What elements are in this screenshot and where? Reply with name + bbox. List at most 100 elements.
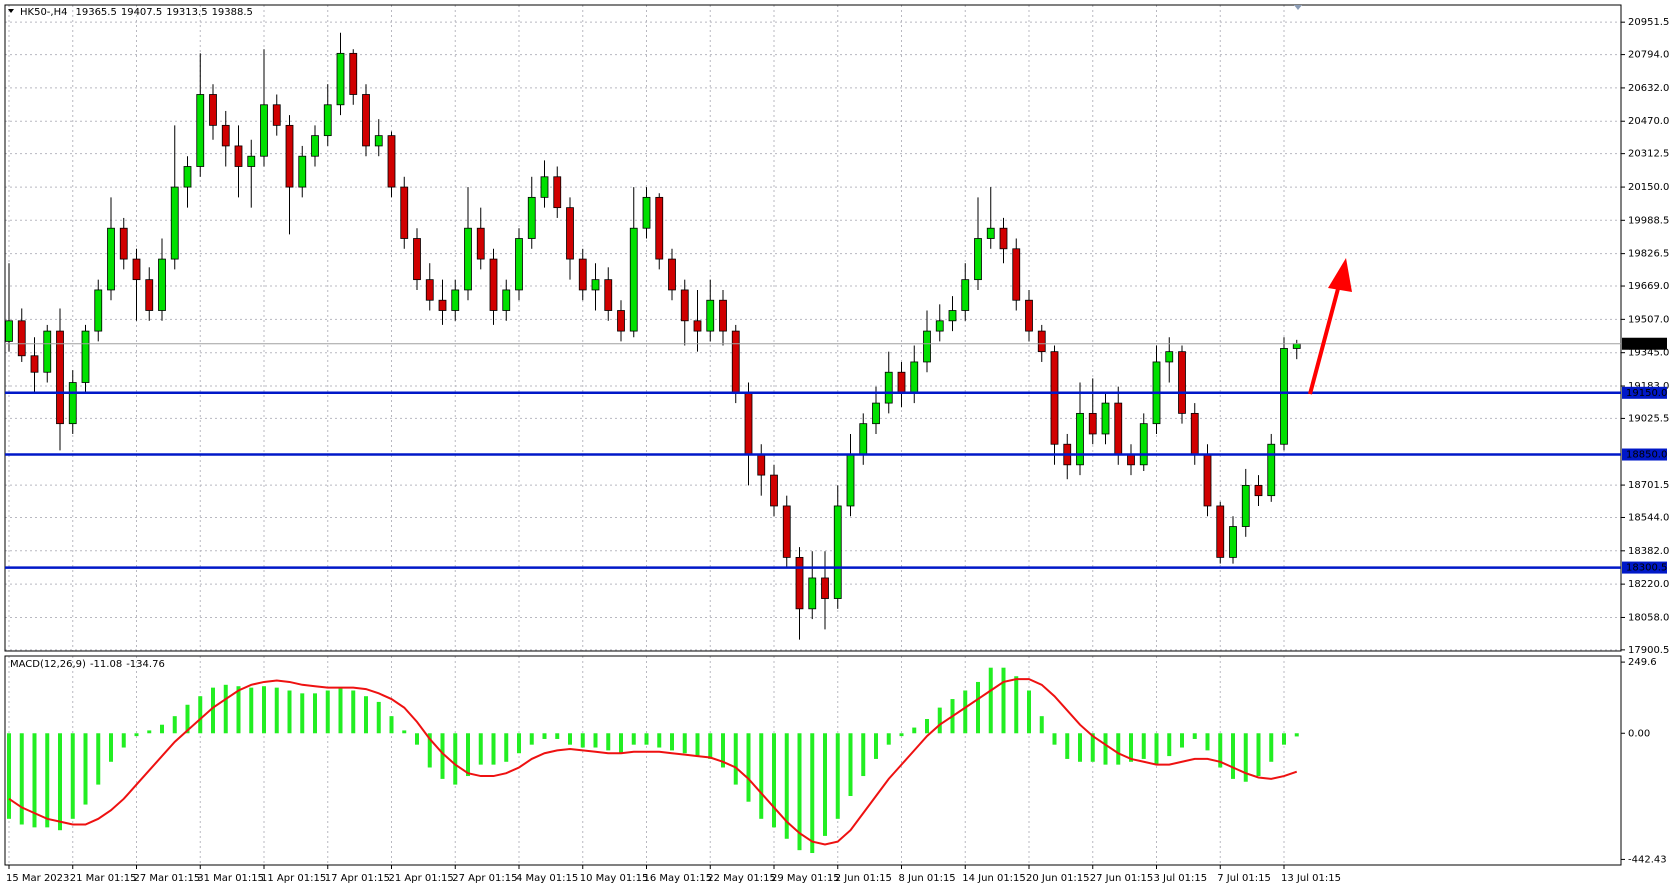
- y-tick-label: 18544.0: [1628, 512, 1669, 523]
- macd-bar: [185, 704, 190, 734]
- macd-bar: [861, 733, 866, 777]
- y-tick-label: 20150.0: [1628, 182, 1669, 193]
- candle-body: [260, 104, 268, 157]
- x-tick-label: 27 Apr 01:15: [452, 873, 517, 884]
- macd-bar: [338, 687, 343, 734]
- x-tick-label: 16 May 01:15: [644, 873, 713, 884]
- y-tick-label: 19507.0: [1628, 314, 1669, 325]
- x-tick-label: 31 Mar 01:15: [197, 873, 264, 884]
- macd-bar: [848, 733, 853, 796]
- y-tick-label: 0.00: [1628, 728, 1650, 739]
- macd-bar: [83, 733, 88, 805]
- macd-header: MACD(12,26,9) -11.08 -134.76: [10, 659, 165, 670]
- candle-body: [910, 361, 919, 394]
- macd-bar: [1192, 733, 1197, 739]
- x-tick-label: 17 Apr 01:15: [325, 873, 390, 884]
- candle-body: [68, 382, 77, 425]
- candle-body: [617, 310, 625, 332]
- current-price-label: 19388.5: [1626, 339, 1667, 350]
- x-tick-label: 14 Jun 01:15: [962, 873, 1026, 884]
- candle-body: [833, 505, 842, 599]
- macd-bar: [1129, 733, 1133, 762]
- symbol: HK50-,H4: [20, 7, 67, 18]
- macd-bar: [415, 733, 419, 745]
- x-tick-label: 20 Jun 01:15: [1026, 873, 1090, 884]
- macd-bar: [198, 696, 203, 734]
- macd-bar: [1103, 733, 1108, 765]
- macd-bar: [453, 733, 458, 785]
- arrow-head: [1328, 258, 1352, 292]
- x-tick-label: 27 Mar 01:15: [134, 873, 201, 884]
- y-tick-label: -442.43: [1628, 854, 1667, 865]
- macd-bar: [211, 687, 215, 734]
- candle-body: [221, 124, 230, 147]
- y-tick-label: 19826.5: [1628, 249, 1669, 260]
- candle-body: [196, 94, 205, 167]
- macd-bar: [466, 733, 470, 777]
- high: 19407.5: [121, 7, 162, 18]
- candle-body: [234, 145, 243, 167]
- macd-bar: [784, 733, 789, 839]
- level-box: [1622, 386, 1667, 399]
- macd-bar: [274, 687, 279, 734]
- candle-body: [897, 371, 906, 394]
- macd-bar: [810, 733, 815, 854]
- macd-bar: [899, 733, 904, 737]
- y-tick-label: 19183.0: [1628, 381, 1669, 392]
- shift-marker[interactable]: [1294, 5, 1302, 10]
- macd-pane-frame: [4, 655, 1622, 866]
- open: 19365.5: [75, 7, 116, 18]
- candle-body: [1127, 454, 1135, 466]
- y-tick-label: 19345.0: [1628, 348, 1669, 359]
- candle-body: [247, 155, 256, 167]
- candle-body: [489, 258, 498, 311]
- candle-body: [374, 135, 383, 147]
- candle-body: [872, 402, 880, 425]
- y-tick-label: 18058.0: [1628, 612, 1669, 623]
- macd-bar: [325, 690, 330, 734]
- macd-bar: [580, 733, 585, 748]
- candle-body: [400, 186, 409, 239]
- chart-header: HK50-,H4 19365.5 19407.5 19313.5 19388.5: [20, 7, 253, 18]
- candle-body: [311, 135, 319, 157]
- candle-body: [1101, 402, 1110, 435]
- macd-bar: [797, 733, 802, 851]
- candle-body: [132, 258, 141, 281]
- candle-body: [566, 207, 574, 260]
- level-label: 19150.0: [1626, 388, 1667, 399]
- x-tick-label: 13 Jul 01:15: [1281, 873, 1341, 884]
- macd-bar: [351, 690, 356, 734]
- macd-bar: [1231, 733, 1235, 779]
- candle-body: [986, 227, 995, 239]
- candle-body: [1037, 330, 1046, 353]
- candle-body: [502, 289, 511, 311]
- macd-bar: [874, 733, 878, 759]
- collapse-icon[interactable]: [8, 9, 14, 13]
- level-box: [1622, 561, 1667, 574]
- macd-bar: [1282, 733, 1286, 745]
- candle-body: [56, 330, 64, 425]
- candle-body: [999, 227, 1008, 250]
- macd-bar: [1001, 667, 1006, 734]
- macd-bar: [440, 733, 445, 779]
- macd-bar: [134, 733, 139, 737]
- macd-bar: [1154, 733, 1159, 765]
- x-tick-label: 15 Mar 2023: [6, 873, 69, 884]
- candle-body: [693, 320, 702, 332]
- candle-body: [81, 330, 90, 383]
- candle-body: [1216, 505, 1225, 558]
- annotation-arrow: [1308, 258, 1352, 395]
- candle-body: [30, 355, 39, 373]
- macd-bar: [1078, 733, 1082, 762]
- macd-bar: [772, 733, 776, 828]
- x-tick-label: 22 May 01:15: [707, 873, 776, 884]
- macd-bar: [160, 724, 164, 734]
- candle-body: [1114, 402, 1123, 455]
- macd-bar: [823, 733, 827, 836]
- candle-body: [476, 227, 485, 260]
- x-tick-label: 2 Jun 01:15: [835, 873, 892, 884]
- x-tick-label: 21 Apr 01:15: [389, 873, 454, 884]
- macd-bar: [759, 733, 764, 819]
